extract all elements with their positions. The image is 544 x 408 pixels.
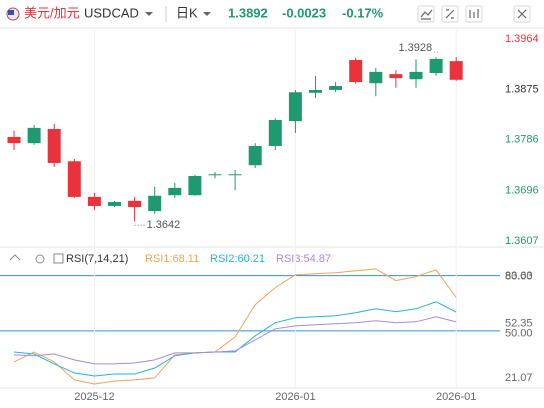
candle-body [188, 175, 202, 196]
dropdown-arrow[interactable] [145, 12, 153, 16]
low-annotation: 1.3642 [147, 219, 181, 231]
candle-body [87, 196, 101, 206]
change: -0.0023 [282, 5, 326, 20]
y-tick-label: 80.00 [505, 271, 533, 283]
collapse-icon[interactable] [9, 254, 21, 261]
rsi-line [13, 316, 457, 365]
tool-button[interactable] [513, 5, 531, 23]
legend-entry: RSI1:68.11 [145, 253, 199, 265]
y-tick-label: 50.00 [505, 328, 533, 340]
header: 美元/加元 USDCAD 日K 1.3892 -0.0023 -0.17% [6, 5, 531, 23]
tool-icon [420, 9, 433, 20]
y-tick-label: 83.63 [505, 270, 533, 282]
tool-button[interactable] [441, 5, 459, 23]
candle-body [268, 119, 282, 146]
rsi-line [13, 268, 457, 385]
candle-body [288, 92, 302, 122]
tool-icon [517, 9, 527, 19]
y-tick-label: 1.3786 [505, 134, 539, 146]
candle-body [409, 71, 423, 80]
tool-button[interactable] [465, 5, 483, 23]
y-tick-label: 1.3696 [505, 185, 539, 197]
rsi-title: RSI(7,14,21) [66, 253, 128, 265]
candle-body [389, 74, 403, 79]
candle-body [248, 145, 262, 166]
tool-icon [469, 9, 479, 18]
candle-body [108, 202, 121, 206]
y-tick-label: 1.3607 [505, 235, 539, 247]
candle-body [128, 200, 142, 208]
settings-icon[interactable] [35, 254, 45, 264]
candle-body [148, 195, 162, 212]
candle-body [429, 58, 443, 73]
x-tick-label: 2025-12 [74, 391, 114, 403]
candle-body [228, 174, 242, 176]
candle-body [309, 89, 322, 93]
change-pct: -0.17% [342, 5, 384, 20]
y-tick-label: 1.3875 [505, 83, 539, 95]
tool-icon [445, 9, 455, 19]
tool-button[interactable] [417, 5, 435, 23]
candle-body [349, 59, 363, 83]
candle-body [208, 174, 222, 176]
pair-name[interactable]: 美元/加元 [24, 5, 80, 20]
candle-body [369, 71, 383, 84]
candle-body [47, 129, 61, 163]
legend-entry: RSI2:60.21 [210, 253, 265, 265]
period[interactable]: 日K [176, 5, 198, 20]
candle-body [168, 187, 182, 196]
high-annotation: 1.3928 [398, 42, 432, 54]
x-tick-label: 2026-01 [436, 391, 476, 403]
pair-code[interactable]: USDCAD [84, 5, 139, 20]
flag-icon [8, 10, 14, 15]
legend-entry: RSI3:54.87 [276, 253, 331, 265]
price: 1.3892 [228, 5, 268, 20]
candle-body [67, 161, 81, 197]
rsi-line [13, 301, 457, 377]
candle-body [27, 127, 41, 144]
dropdown-arrow[interactable] [203, 12, 211, 16]
candle-body [329, 86, 343, 90]
rsi-legend: RSI(7,14,21) RSI1:68.11 RSI2:60.21 RSI3:… [9, 253, 331, 265]
x-tick-label: 2026-01 [275, 391, 315, 403]
y-tick-label: 52.35 [505, 317, 533, 329]
indicator-icon[interactable] [53, 253, 64, 264]
candle-body [449, 61, 463, 80]
y-tick-label: 1.3964 [505, 33, 539, 45]
candle-body [7, 136, 21, 144]
y-tick-label: 21.07 [505, 372, 533, 384]
